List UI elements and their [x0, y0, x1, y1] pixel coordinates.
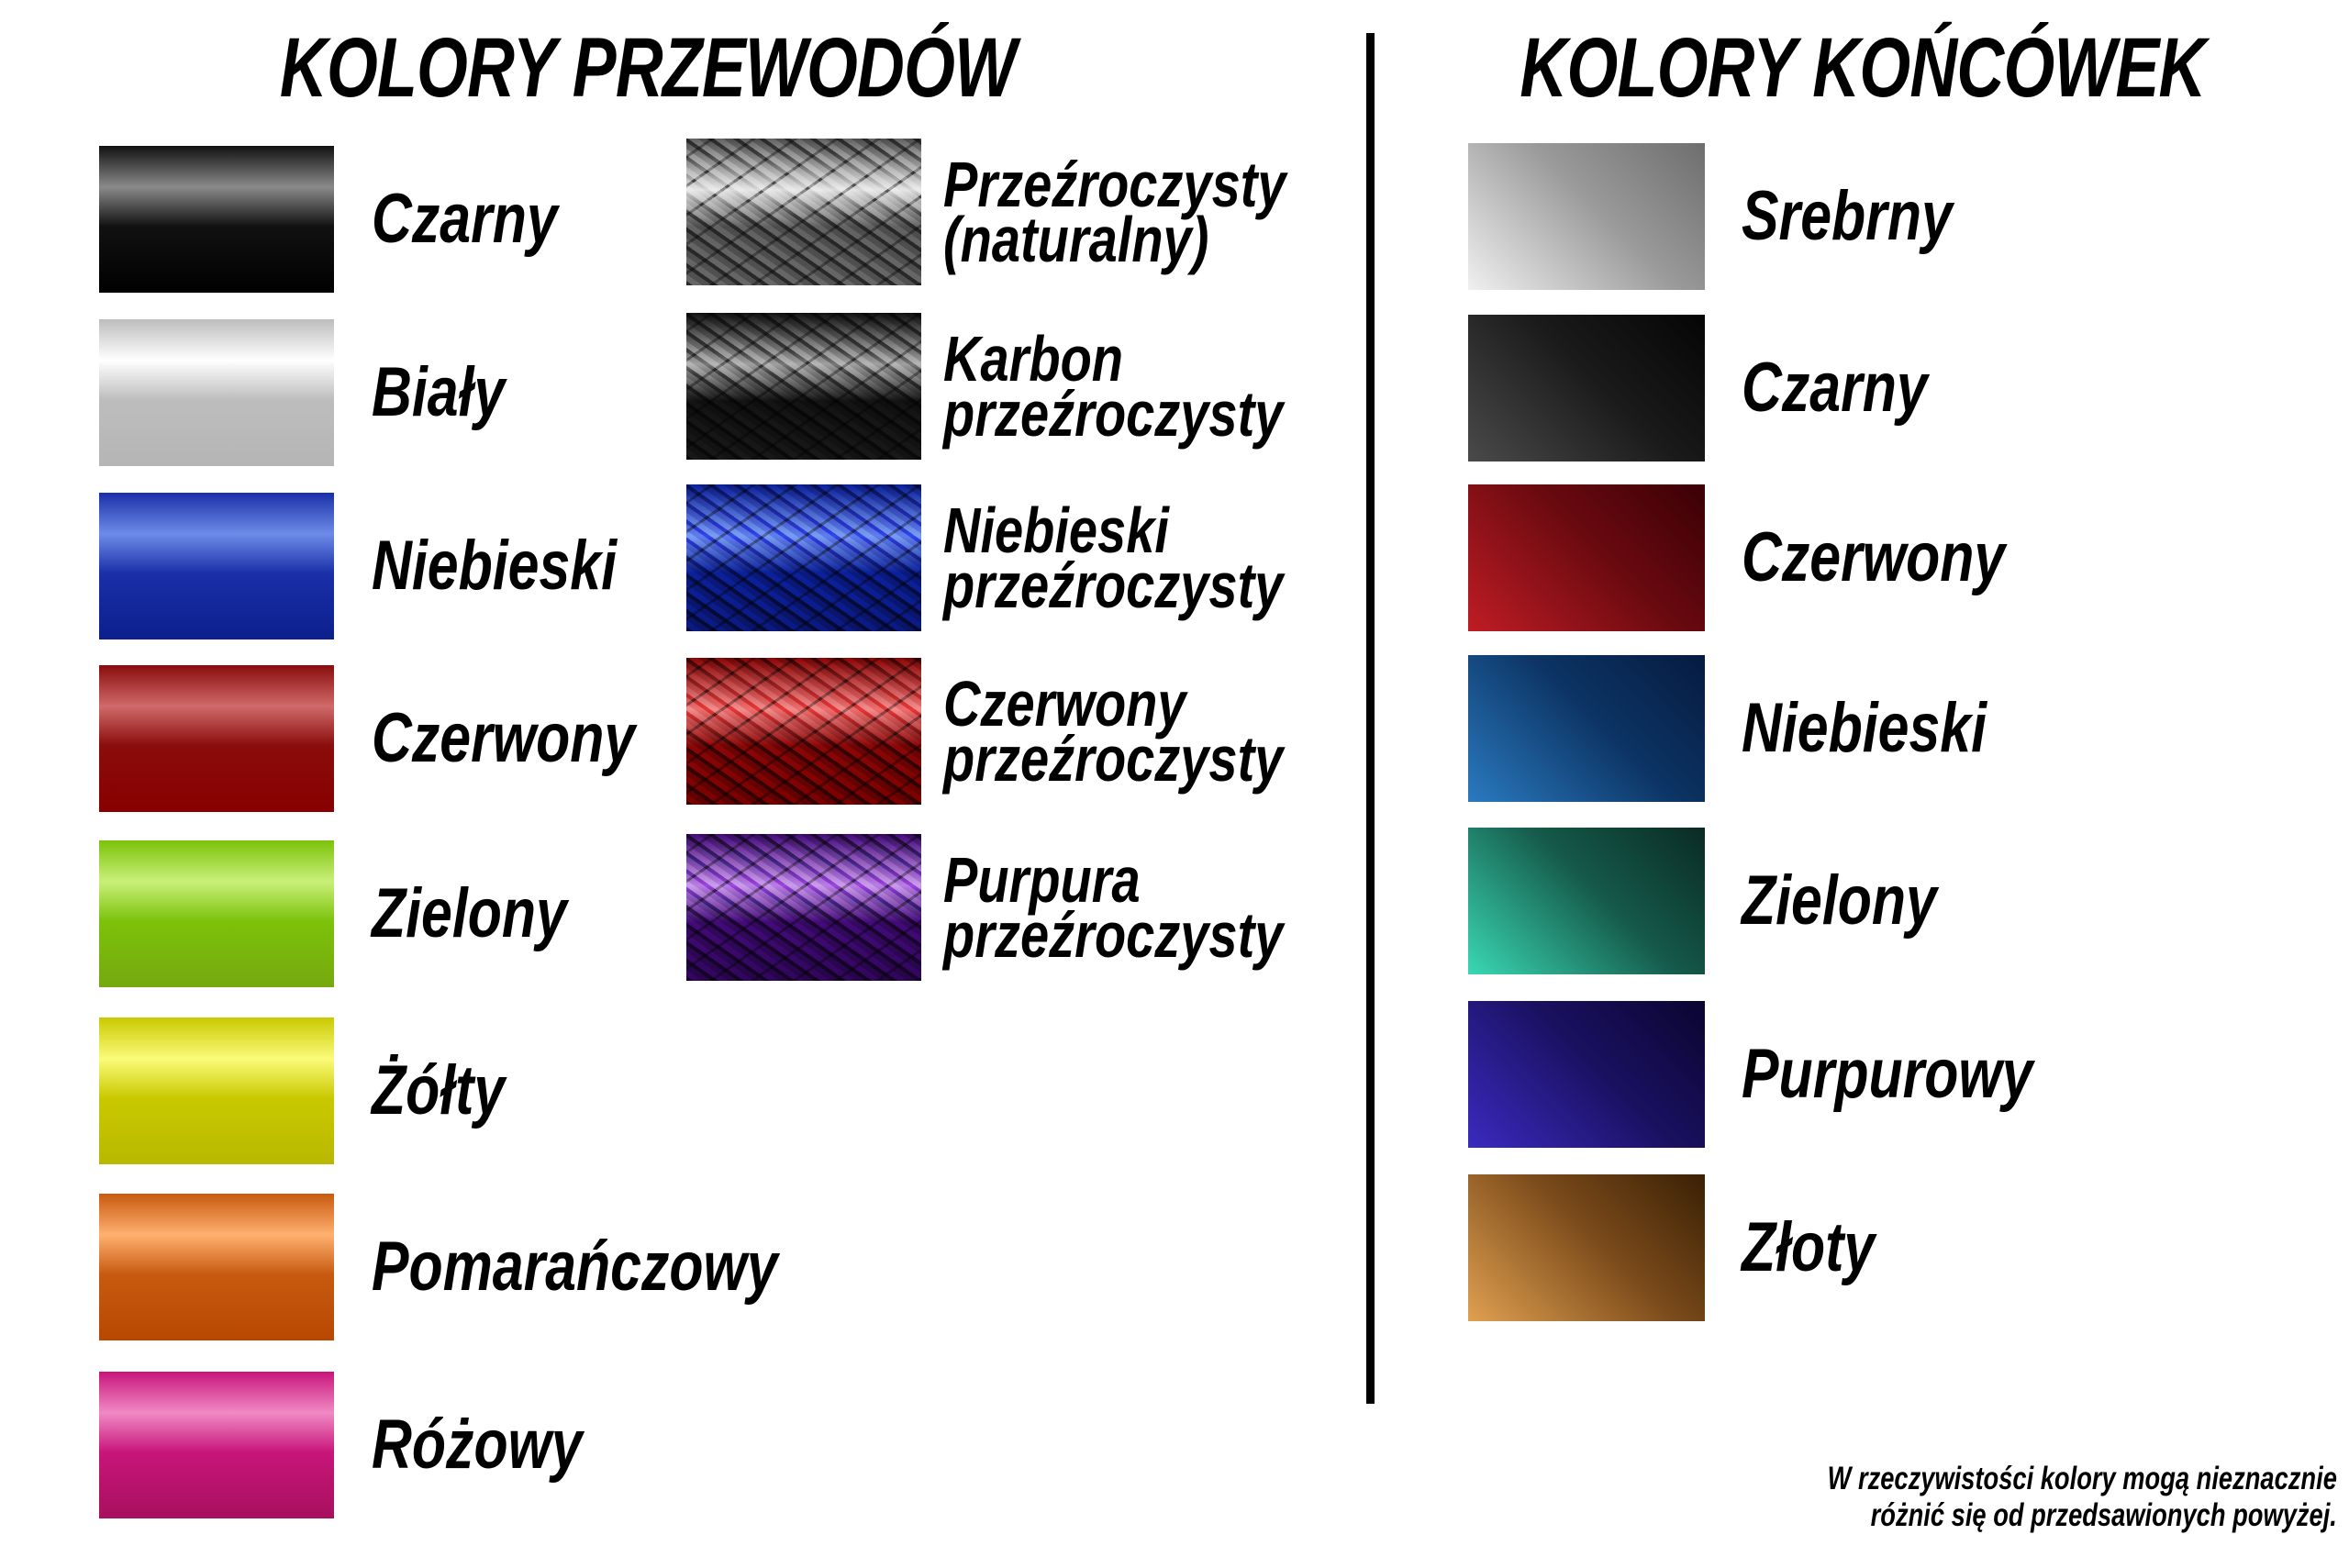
disclaimer-line-1: W rzeczywistości kolory mogą nieznacznie — [1827, 1461, 2337, 1496]
braided-wire-label-line1: Karbon — [943, 323, 1123, 395]
braided-wire-swatch — [686, 484, 921, 631]
tip-swatch — [1468, 484, 1705, 631]
wire-swatch — [99, 1194, 334, 1340]
braided-wire-label-line2: (naturalny) — [943, 204, 1209, 275]
braided-wire-swatch — [686, 834, 921, 981]
wire-swatch — [99, 840, 334, 987]
braided-wire-label-line2: przeźroczysty — [943, 378, 1284, 450]
wire-label: Różowy — [372, 1406, 583, 1484]
wire-label: Zielony — [372, 874, 567, 952]
tip-label: Zielony — [1742, 862, 1937, 940]
tip-swatch — [1468, 655, 1705, 802]
wire-swatch — [99, 1372, 334, 1518]
tip-label: Złoty — [1742, 1208, 1876, 1286]
tip-label: Purpurowy — [1742, 1035, 2033, 1113]
braided-wire-swatch — [686, 658, 921, 805]
braided-wire-label-line1: Przeźroczysty — [943, 149, 1286, 220]
wire-label: Czerwony — [372, 699, 636, 777]
tips-colors-title: KOLORY KOŃCÓWEK — [1520, 21, 2206, 115]
tip-swatch — [1468, 143, 1705, 290]
wire-swatch — [99, 493, 334, 639]
wire-swatch — [99, 146, 334, 293]
braided-wire-label-line1: Niebieski — [943, 495, 1169, 566]
braided-wire-label: Czerwony przeźroczysty — [943, 658, 1283, 805]
wire-swatch — [99, 1018, 334, 1164]
wires-colors-title: KOLORY PRZEWODÓW — [279, 21, 1017, 115]
wire-swatch — [99, 665, 334, 812]
column-divider — [1366, 33, 1375, 1404]
wire-label: Żółty — [372, 1051, 506, 1129]
tip-label: Srebrny — [1742, 177, 1953, 255]
braided-wire-label: Purpura przeźroczysty — [943, 834, 1283, 981]
braided-wire-label: Przeźroczysty (naturalny) — [943, 139, 1286, 285]
wire-label: Czarny — [372, 180, 558, 258]
tip-label: Czarny — [1742, 349, 1928, 427]
wire-label: Pomarańczowy — [372, 1228, 778, 1306]
braided-wire-swatch — [686, 139, 921, 285]
braided-wire-label-line1: Czerwony — [943, 668, 1186, 740]
braided-wire-label-line2: przeźroczysty — [943, 550, 1284, 621]
tip-swatch — [1468, 315, 1705, 462]
braided-wire-label: Karbon przeźroczysty — [943, 313, 1283, 460]
braided-wire-label: Niebieski przeźroczysty — [943, 484, 1283, 631]
tip-swatch — [1468, 828, 1705, 974]
tip-label: Czerwony — [1742, 518, 2006, 596]
wire-swatch — [99, 319, 334, 466]
braided-wire-label-line1: Purpura — [943, 844, 1141, 916]
disclaimer-line-2: różnić się od przedsawionych powyżej. — [1870, 1497, 2337, 1533]
tip-label: Niebieski — [1742, 689, 1987, 767]
wire-label: Biały — [372, 353, 506, 431]
tip-swatch — [1468, 1174, 1705, 1321]
disclaimer-note: W rzeczywistości kolory mogą nieznacznie… — [1828, 1461, 2337, 1534]
tip-swatch — [1468, 1001, 1705, 1148]
wire-label: Niebieski — [372, 527, 617, 605]
braided-wire-swatch — [686, 313, 921, 460]
braided-wire-label-line2: przeźroczysty — [943, 723, 1284, 795]
braided-wire-label-line2: przeźroczysty — [943, 899, 1284, 971]
